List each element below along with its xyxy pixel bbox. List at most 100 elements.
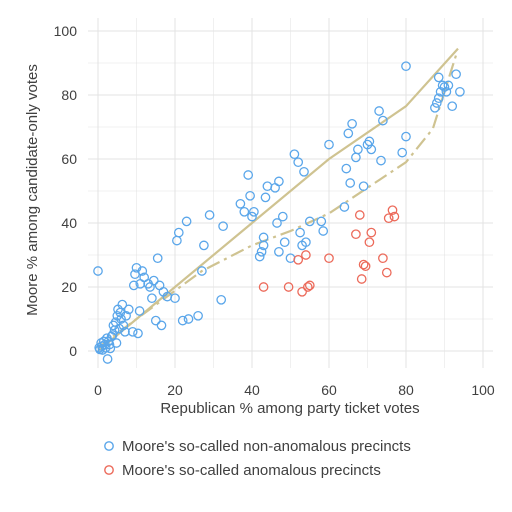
point-anomalous: [358, 259, 369, 270]
point-anomalous: [366, 227, 377, 238]
tick-labels: 0 20 40 60 80 100 0 20 40 60 80 100: [54, 23, 495, 398]
point-non-anomalous: [401, 61, 411, 72]
point-non-anomalous: [128, 280, 139, 291]
point-non-anomalous: [343, 128, 354, 139]
point-anomalous: [378, 253, 388, 264]
legend-marker-non-anomalous: [104, 441, 114, 451]
point-non-anomalous: [147, 293, 157, 304]
point-non-anomalous: [304, 216, 315, 227]
point-anomalous: [293, 254, 304, 265]
point-non-anomalous: [102, 354, 113, 364]
point-non-anomalous: [243, 170, 254, 180]
point-non-anomalous: [127, 326, 138, 337]
point-non-anomalous: [316, 216, 327, 227]
point-non-anomalous: [249, 206, 259, 217]
legend-label-non-anomalous: Moore's so-called non-anomalous precinct…: [122, 438, 411, 455]
point-non-anomalous: [134, 306, 145, 316]
point-anomalous: [354, 210, 365, 220]
point-anomalous: [387, 205, 398, 216]
point-non-anomalous: [116, 314, 126, 324]
point-non-anomalous: [443, 80, 454, 91]
point-non-anomalous: [447, 101, 458, 112]
point-non-anomalous: [295, 227, 305, 238]
point-anomalous: [301, 250, 311, 260]
legend: Moore's so-called non-anomalous precinct…: [104, 438, 411, 479]
point-non-anomalous: [339, 202, 350, 212]
fit-line-dashed: [97, 54, 458, 349]
point-non-anomalous: [289, 149, 300, 160]
point-non-anomalous: [279, 237, 290, 248]
point-non-anomalous: [148, 275, 159, 286]
point-non-anomalous: [118, 320, 129, 331]
point-anomalous: [356, 274, 367, 284]
y-tick-label: 40: [61, 215, 77, 231]
x-tick-label: 100: [471, 382, 495, 398]
point-non-anomalous: [105, 343, 116, 354]
point-non-anomalous: [345, 178, 356, 188]
point-anomalous: [351, 229, 361, 240]
point-anomalous: [304, 280, 315, 291]
point-anomalous: [324, 253, 334, 264]
point-anomalous: [258, 282, 269, 292]
point-non-anomalous: [218, 221, 228, 232]
point-non-anomalous: [293, 157, 304, 168]
point-non-anomalous: [378, 115, 388, 126]
point-non-anomalous: [254, 251, 265, 262]
point-non-anomalous: [262, 181, 273, 192]
point-anomalous: [364, 237, 375, 248]
point-non-anomalous: [374, 106, 384, 116]
point-non-anomalous: [347, 118, 357, 129]
point-non-anomalous: [274, 246, 284, 257]
point-non-anomalous: [431, 98, 442, 108]
point-non-anomalous: [199, 240, 209, 251]
y-tick-label: 60: [61, 151, 77, 167]
x-tick-label: 20: [167, 382, 183, 398]
point-non-anomalous: [441, 86, 452, 97]
point-non-anomalous: [152, 253, 163, 264]
point-non-anomalous: [318, 226, 329, 236]
point-non-anomalous: [433, 93, 444, 104]
point-anomalous: [297, 286, 307, 297]
point-anomalous: [383, 213, 394, 224]
point-non-anomalous: [216, 294, 227, 305]
legend-item-non-anomalous[interactable]: Moore's so-called non-anomalous precinct…: [104, 438, 411, 455]
point-non-anomalous: [235, 198, 246, 209]
point-non-anomalous: [131, 262, 142, 273]
fit-lines: [97, 47, 459, 352]
point-non-anomalous: [120, 326, 130, 337]
point-non-anomalous: [353, 144, 363, 155]
point-non-anomalous: [156, 320, 167, 331]
point-non-anomalous: [272, 218, 282, 228]
point-non-anomalous: [111, 338, 122, 348]
point-non-anomalous: [117, 299, 128, 310]
y-tick-label: 20: [61, 279, 77, 295]
point-non-anomalous: [247, 211, 257, 222]
point-non-anomalous: [107, 330, 118, 340]
point-non-anomalous: [430, 102, 440, 113]
point-non-anomalous: [277, 211, 288, 222]
point-anomalous: [283, 282, 294, 292]
point-non-anomalous: [401, 131, 411, 142]
x-axis-title: Republican % among party ticket votes: [160, 400, 419, 417]
point-non-anomalous: [172, 235, 182, 246]
fit-line-solid: [97, 47, 459, 352]
point-non-anomalous: [433, 72, 444, 83]
point-non-anomalous: [341, 163, 352, 174]
legend-item-anomalous[interactable]: Moore's so-called anomalous precincts: [104, 462, 381, 479]
point-non-anomalous: [451, 69, 461, 80]
point-non-anomalous: [274, 176, 284, 187]
point-non-anomalous: [358, 181, 369, 192]
point-non-anomalous: [239, 206, 250, 217]
point-non-anomalous: [193, 310, 203, 321]
point-non-anomalous: [170, 293, 180, 304]
legend-marker-anomalous: [104, 465, 114, 475]
point-non-anomalous: [366, 144, 377, 155]
x-tick-label: 80: [398, 382, 414, 398]
point-non-anomalous: [245, 190, 255, 201]
point-non-anomalous: [299, 166, 309, 177]
point-non-anomalous: [197, 266, 207, 276]
point-non-anomalous: [181, 216, 192, 227]
point-non-anomalous: [256, 246, 267, 257]
